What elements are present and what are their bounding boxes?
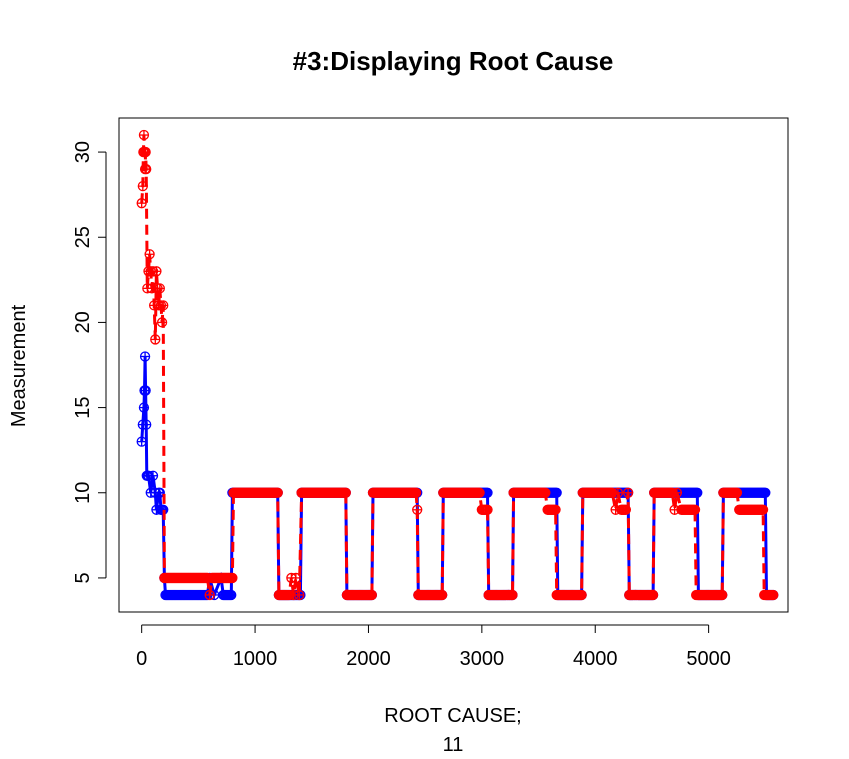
series-group [136,129,779,601]
series-1-point [138,402,150,413]
x-axis-label-line2: 11 [443,734,464,756]
series-2-point [507,589,518,601]
x-tick-label: 2000 [346,648,391,670]
series-2-point [156,317,168,328]
series-2-point [612,487,624,498]
series-2-point [151,266,162,277]
series-2-point [150,334,161,345]
y-tick-label: 25 [72,226,94,248]
series-2-point [158,300,169,311]
series-2-point [294,589,305,601]
series-2 [136,129,779,601]
x-axis: 0 1000 2000 3000 4000 5000 [136,624,731,670]
y-tick-label: 5 [72,572,94,583]
series-2-point [671,487,683,498]
series-1-point [147,470,159,481]
series-2-point [204,589,215,601]
y-tick-label: 10 [72,482,94,504]
series-1-line [140,356,774,600]
series-1-point [760,487,771,498]
series-2-point [144,249,155,260]
series-2-point [717,589,728,601]
series-2-point [272,487,283,498]
series-1-point [551,487,562,498]
series-1-point [139,351,151,362]
x-axis-label: ROOT CAUSE; [384,705,521,727]
series-2-point [141,163,152,175]
plot-area [118,117,789,613]
series-2-point [140,146,151,158]
series-1-point [140,385,151,396]
series-2-point [689,504,701,515]
series-2-point [576,589,587,601]
series-2-point [137,180,148,192]
series-2-point [410,487,422,498]
series-1-point [154,487,165,498]
series-1-point [136,436,147,447]
series-2-point [482,504,493,515]
series-2-point [540,487,551,498]
series-2-point [622,487,634,498]
series-2-point [757,504,769,515]
y-tick-label: 15 [72,396,94,418]
series-2-point [366,589,378,601]
x-tick-label: 5000 [686,648,731,670]
y-tick-label: 30 [72,141,94,163]
series-1-point [141,419,152,430]
series-2-point [154,283,165,294]
series-2-point [474,487,485,498]
y-axis: 5 10 15 20 25 30 [72,141,107,583]
series-1-point [226,589,237,601]
y-tick-label: 20 [72,311,94,333]
series-2-point [620,504,632,515]
series-2-point [227,572,238,584]
y-axis-label: Measurement [8,304,30,427]
series-2-point [138,129,150,141]
series-2-point [768,589,779,601]
series-2-point [290,572,302,584]
series-1-point [692,487,703,498]
x-tick-label: 3000 [460,648,505,670]
series-2-point [412,504,423,515]
series-2-point [647,589,659,601]
series-2-point [340,487,351,498]
series-2-point [731,487,743,498]
x-tick-label: 0 [136,648,147,670]
chart-title: #3:Displaying Root Cause [293,46,614,76]
x-tick-label: 4000 [573,648,618,670]
series-2-line [140,134,774,597]
series-2-point [437,589,448,601]
x-tick-label: 1000 [233,648,278,670]
series-2-point [550,504,561,515]
series-2-point [136,198,147,209]
plot-frame [118,117,789,613]
